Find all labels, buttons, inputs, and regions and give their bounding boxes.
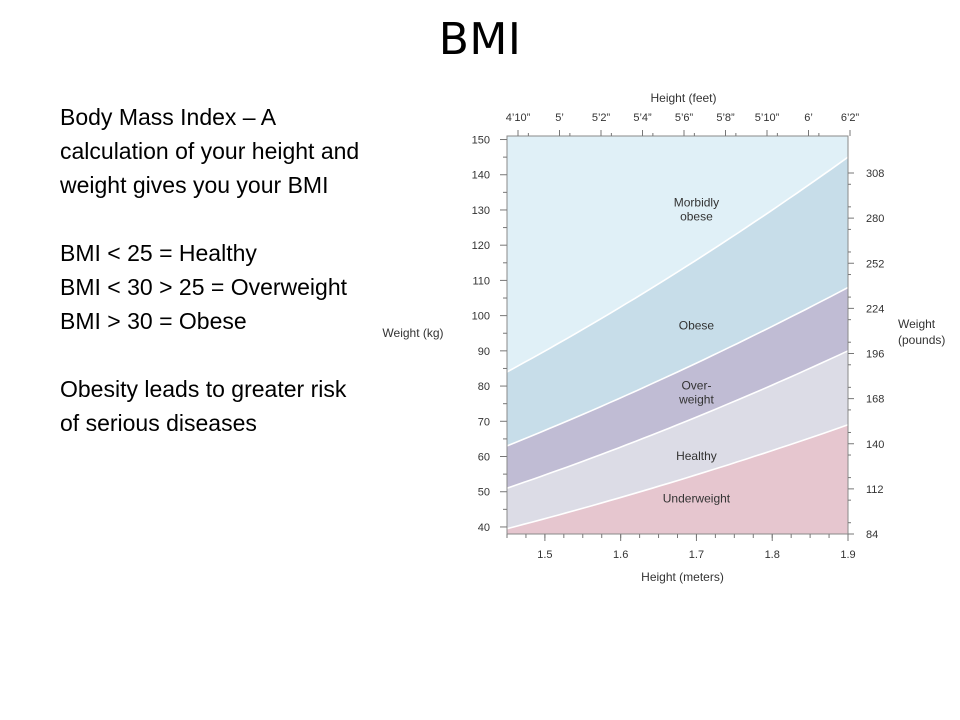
y-tick-label: 150: [472, 135, 490, 147]
y-tick-label: 50: [478, 487, 490, 499]
y-tick-label: 70: [478, 416, 490, 428]
region-obese: [507, 157, 848, 446]
right-tick-label: 112: [866, 484, 884, 496]
top-tick-label: 5’4”: [633, 112, 652, 124]
body-line-obese: BMI > 30 = Obese: [60, 308, 247, 334]
y-tick-label: 130: [472, 205, 490, 217]
top-tick-label: 6’2”: [841, 112, 860, 124]
bmi-boundary-line: [506, 350, 849, 489]
region-morbidly-obese: [507, 136, 848, 372]
top-axis-title: Height (feet): [650, 91, 716, 105]
region-healthy: [507, 350, 848, 529]
top-tick-label: 5’8”: [716, 112, 735, 124]
y-tick-label: 100: [472, 311, 490, 323]
region-underweight: [507, 424, 848, 534]
region-label: Healthy: [676, 449, 717, 463]
right-tick-label: 224: [866, 303, 884, 315]
region-label: obese: [680, 209, 713, 223]
region-label: weight: [678, 393, 714, 407]
paragraph-gap: [60, 338, 360, 372]
body-paragraph-intro: Body Mass Index – A calculation of your …: [60, 104, 360, 198]
x-tick-label: 1.6: [613, 549, 628, 561]
y-axis-title: Weight (kg): [382, 326, 443, 340]
right-tick-label: 140: [866, 439, 884, 451]
region-label: Morbidly: [674, 195, 719, 209]
y-tick-label: 80: [478, 381, 490, 393]
right-axis-title: (pounds): [898, 333, 945, 347]
top-tick-label: 5’: [555, 112, 564, 124]
y-tick-label: 90: [478, 346, 490, 358]
region-label: Underweight: [663, 491, 731, 505]
body-line-healthy: BMI < 25 = Healthy: [60, 240, 257, 266]
right-tick-label: 168: [866, 394, 884, 406]
x-tick-label: 1.8: [765, 549, 780, 561]
right-tick-label: 84: [866, 529, 878, 541]
slide-title: BMI: [438, 14, 522, 65]
region-over-weight: [507, 287, 848, 489]
y-tick-label: 120: [472, 240, 490, 252]
y-tick-label: 110: [472, 275, 490, 287]
right-tick-label: 308: [866, 168, 884, 180]
paragraph-gap: [60, 202, 360, 236]
right-tick-label: 196: [866, 349, 884, 361]
bmi-boundary-line: [506, 424, 849, 530]
top-tick-label: 5’10”: [755, 112, 780, 124]
right-tick-label: 280: [866, 213, 884, 225]
slide-body-text: Body Mass Index – A calculation of your …: [60, 100, 360, 440]
y-tick-label: 60: [478, 452, 490, 464]
top-tick-label: 6’: [804, 112, 813, 124]
bmi-chart: Underweight Healthy Over-weight Obese Morbid…: [376, 82, 960, 592]
body-paragraph-risk: Obesity leads to greater risk of serious…: [60, 376, 347, 436]
top-tick-label: 4’10”: [506, 112, 531, 124]
bmi-boundary-line: [506, 156, 849, 373]
y-tick-label: 140: [472, 170, 490, 182]
region-label: Over-: [681, 379, 711, 393]
bmi-chart-svg: Underweight Healthy Over-weight Obese Morbid…: [382, 91, 945, 584]
x-tick-label: 1.5: [537, 549, 552, 561]
body-line-overweight: BMI < 30 > 25 = Overweight: [60, 274, 348, 300]
y-tick-label: 40: [478, 522, 490, 534]
x-axis-title: Height (meters): [641, 570, 724, 584]
top-tick-label: 5’2”: [592, 112, 611, 124]
right-tick-label: 252: [866, 258, 884, 270]
x-tick-label: 1.7: [689, 549, 704, 561]
bmi-boundary-line: [506, 286, 849, 447]
x-tick-label: 1.9: [840, 549, 855, 561]
region-label: Obese: [679, 319, 715, 333]
top-tick-label: 5’6”: [675, 112, 694, 124]
right-axis-title: Weight: [898, 317, 936, 331]
